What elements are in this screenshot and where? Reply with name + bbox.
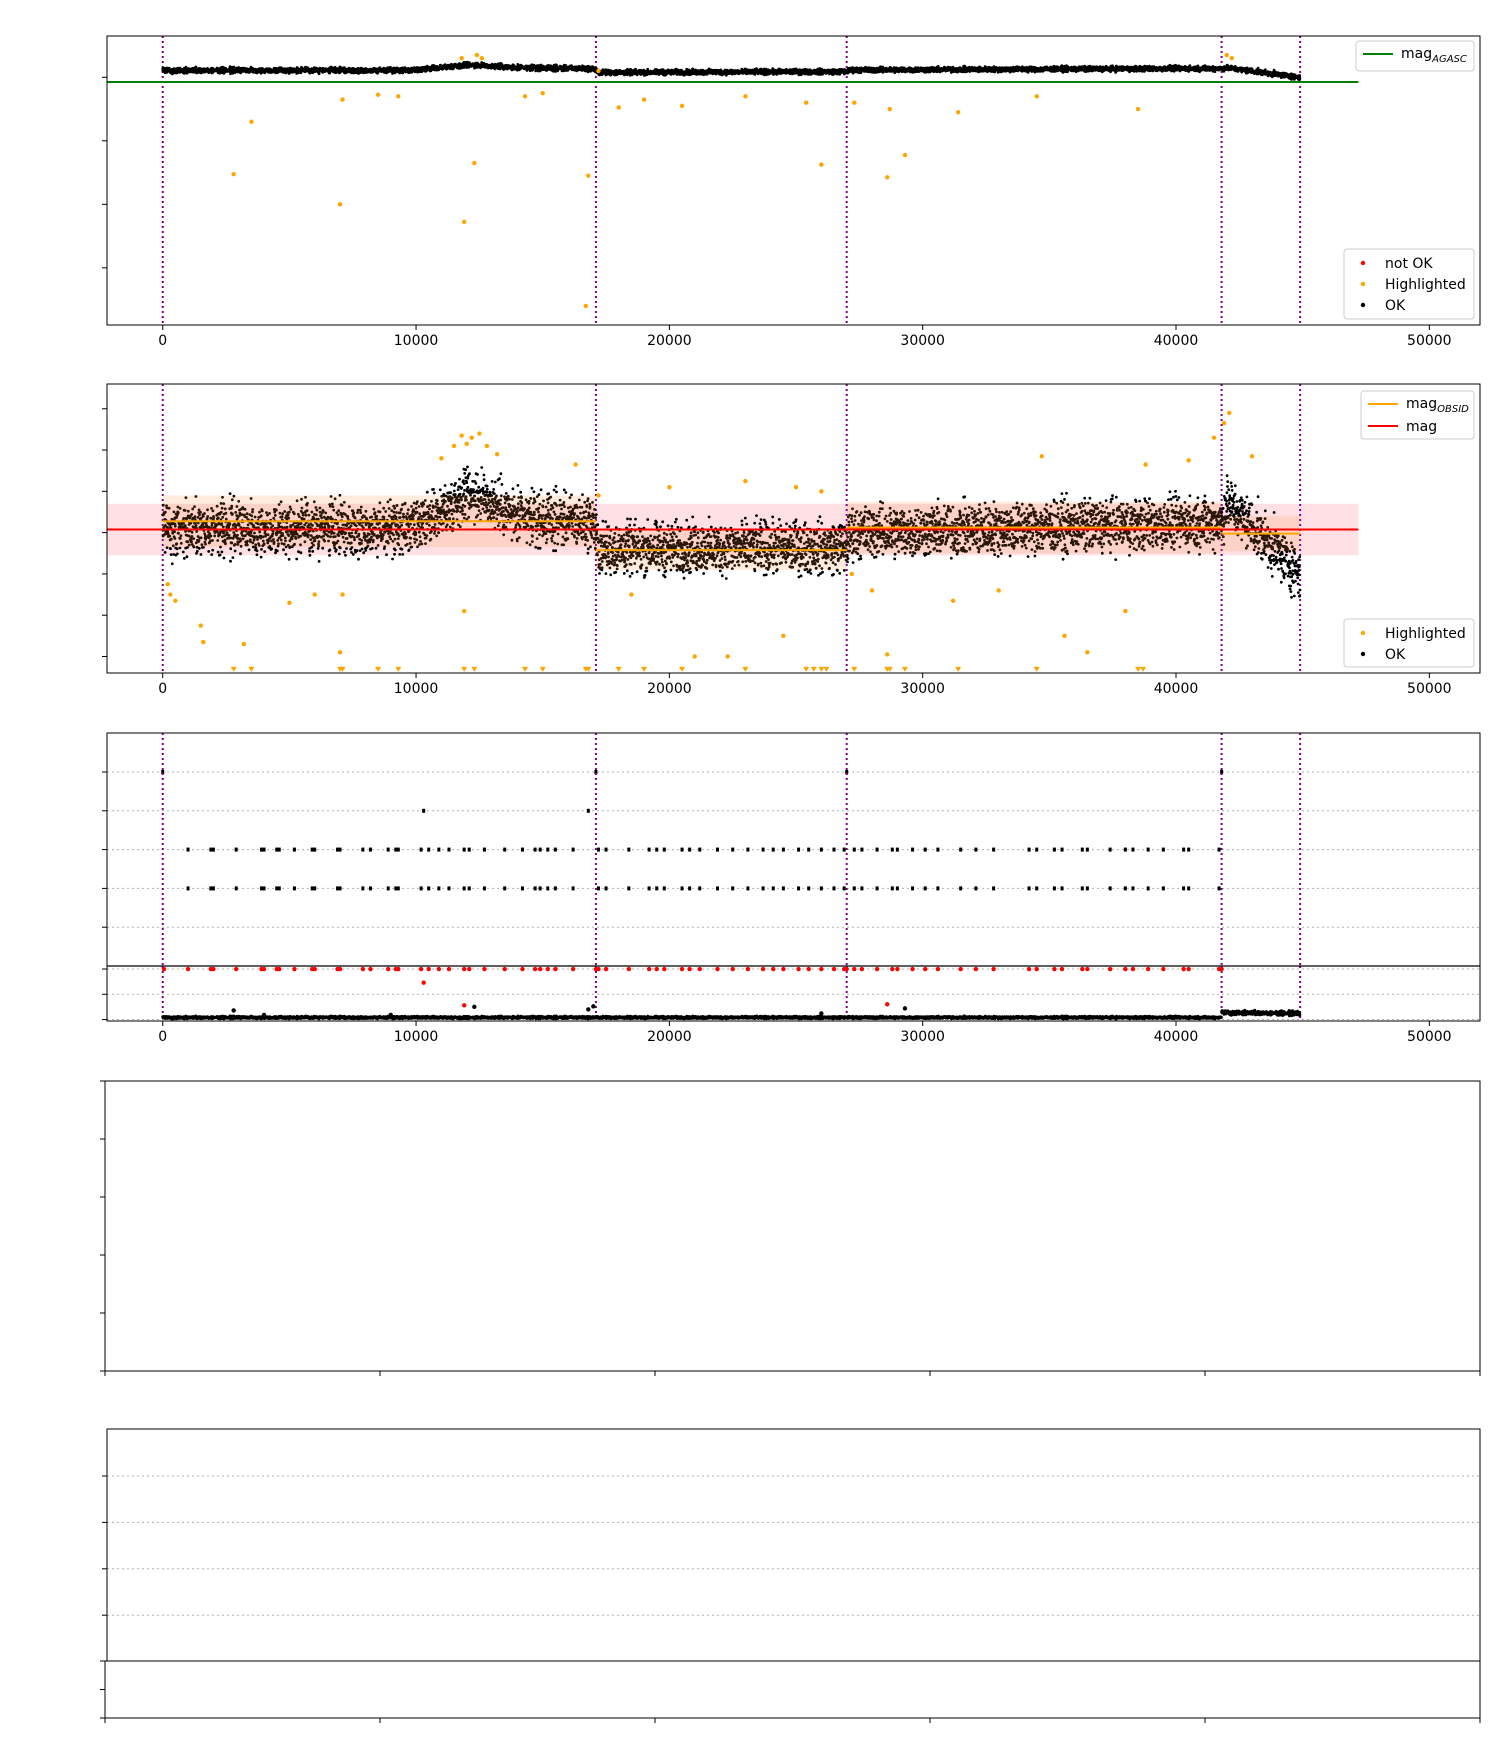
ok-point [317, 72, 321, 76]
ok-point [1066, 70, 1069, 74]
ok-point [299, 71, 303, 75]
ok-point [175, 71, 179, 75]
ok-point [211, 71, 215, 74]
ok-point [480, 61, 484, 64]
ok-point [564, 64, 568, 67]
ok-point [194, 65, 198, 69]
ok-point [859, 71, 863, 74]
ok-point [192, 70, 196, 74]
plot-area [107, 36, 1359, 325]
ok-point [500, 63, 504, 66]
ok-point [542, 64, 545, 68]
ok-point [881, 65, 885, 69]
ok-point [755, 67, 758, 70]
ok-point [184, 65, 188, 69]
ok-point [719, 68, 723, 72]
ok-point [967, 65, 971, 69]
ok-point [232, 65, 236, 69]
